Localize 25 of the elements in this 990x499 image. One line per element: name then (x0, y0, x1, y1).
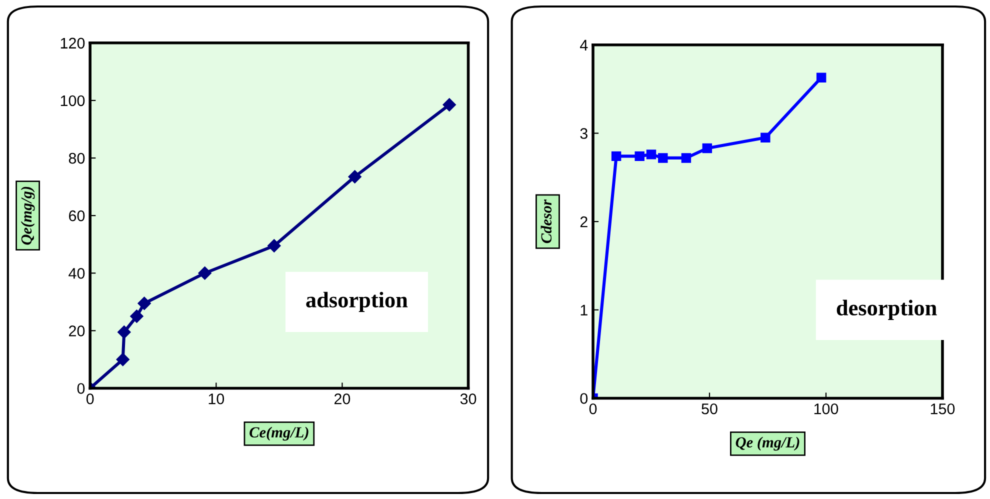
y-tick-label: 3 (580, 128, 588, 139)
annotation: desorption (836, 300, 937, 320)
annotation: adsorption (306, 292, 408, 312)
x-axis-title: Qe (mg/L) (736, 436, 800, 451)
y-axis-title: Qe(mg/g) (20, 186, 35, 245)
x-tick-label: 10 (208, 393, 224, 404)
y-tick-label: 120 (60, 38, 85, 49)
x-tick-label: 30 (460, 393, 476, 404)
x-tick-label: 0 (589, 403, 597, 414)
y-tick-label: 80 (68, 152, 85, 164)
y-tick-label: 0 (77, 383, 85, 394)
y-tick-label: 2 (580, 216, 588, 228)
y-tick-label: 20 (69, 326, 85, 336)
x-axis-title: Ce(mg/L) (250, 426, 308, 441)
x-tick-label: 20 (334, 393, 350, 404)
x-tick-label: 50 (702, 403, 718, 414)
y-tick-label: 40 (68, 268, 85, 279)
y-tick-label: 4 (580, 40, 588, 50)
x-tick-label: 0 (86, 393, 94, 404)
y-tick-label: 1 (580, 304, 588, 316)
x-tick-label: 150 (930, 403, 955, 414)
y-axis-title: Cdesor (540, 199, 552, 244)
y-tick-label: 60 (69, 210, 85, 222)
x-tick-label: 100 (814, 403, 838, 414)
y-tick-label: 100 (60, 95, 85, 106)
